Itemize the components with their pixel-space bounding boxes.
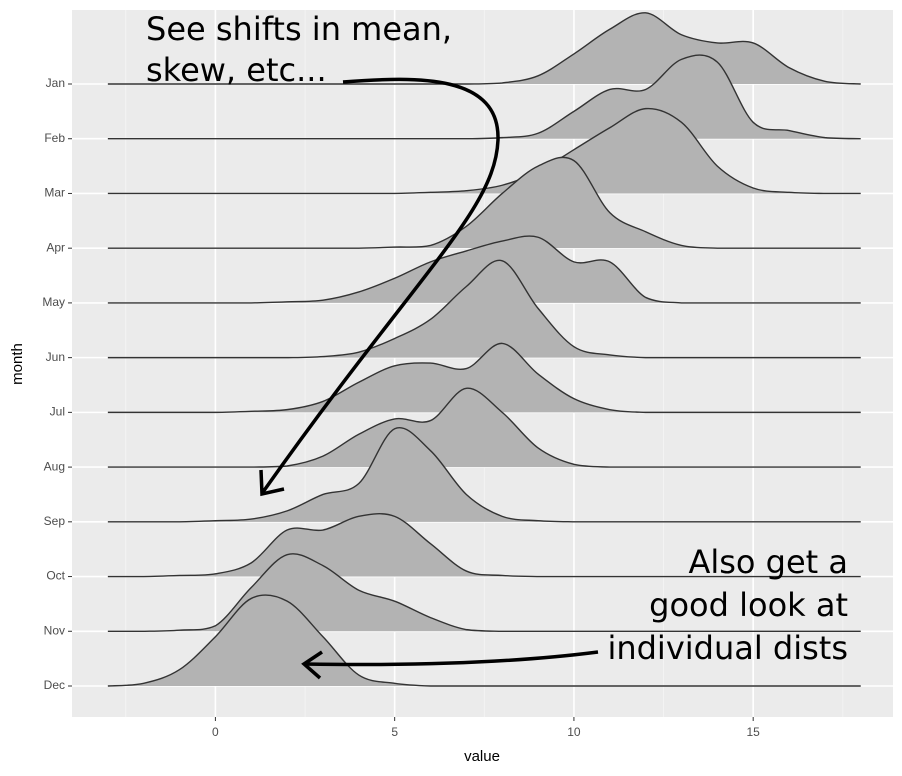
ridge-line: [107, 387, 861, 468]
ridge-line: [107, 54, 861, 140]
y-tick-label: Apr: [46, 240, 65, 254]
y-tick-label: May: [42, 295, 65, 309]
y-axis-title: month: [9, 343, 26, 385]
annotation-bottom: Also get a good look at individual dists: [301, 543, 848, 680]
x-tick-label: 5: [391, 725, 398, 739]
ridge-line: [107, 594, 861, 687]
y-tick-label: Jul: [50, 405, 65, 419]
ridge-line: [107, 235, 861, 304]
arrow: [304, 650, 599, 667]
annotation-line: Also get a: [688, 543, 848, 581]
ridge-line: [107, 12, 861, 85]
ridge-area: [107, 343, 861, 413]
y-tick-label: Sep: [44, 514, 66, 528]
y-tick-label: Dec: [44, 678, 65, 692]
annotation-top: See shifts in mean, skew, etc...: [146, 10, 500, 497]
ridge-area: [107, 108, 861, 194]
y-tick-label: Jun: [46, 350, 65, 364]
ridges: [107, 12, 861, 687]
ridge-line: [107, 553, 861, 632]
arrow: [261, 77, 500, 494]
annotation-line: skew, etc...: [146, 51, 327, 89]
y-tick-label: Mar: [44, 186, 65, 200]
annotation-line: individual dists: [607, 629, 848, 667]
ridge-line: [107, 342, 861, 414]
y-tick-label: Nov: [44, 623, 65, 637]
arrow-head: [259, 469, 285, 497]
ridge-line: [107, 259, 861, 359]
ridge-area: [107, 594, 861, 686]
axes: 0 5 10 15 Jan Feb Mar Apr May Jun Jul Aug Sep Oct Nov D…: [42, 76, 760, 739]
ridge-area: [107, 260, 861, 358]
y-tick-label: Feb: [44, 131, 65, 145]
ridge-line: [107, 156, 861, 249]
x-axis-title: value: [464, 748, 500, 765]
arrow-head: [301, 650, 323, 680]
ridge-area: [107, 157, 861, 249]
x-tick-label: 10: [567, 725, 581, 739]
ridge-line: [107, 513, 861, 578]
y-tick-label: Aug: [44, 459, 65, 473]
x-tick-label: 15: [746, 725, 760, 739]
y-tick-label: Oct: [46, 569, 65, 583]
ridge-area: [107, 388, 861, 468]
ridge-line: [107, 427, 861, 523]
y-tick-label: Jan: [46, 76, 65, 90]
annotation-line: See shifts in mean,: [146, 10, 452, 48]
annotation-line: good look at: [649, 586, 848, 624]
x-tick-label: 0: [212, 725, 219, 739]
